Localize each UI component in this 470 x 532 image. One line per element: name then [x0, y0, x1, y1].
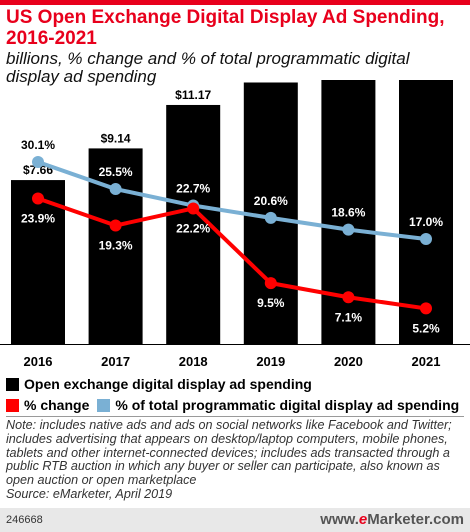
share-point-2016 [32, 156, 44, 169]
x-tick-label-2016: 2016 [24, 354, 53, 369]
accent-bar [0, 0, 470, 5]
x-tick-label-2019: 2019 [256, 354, 285, 369]
chart-title: US Open Exchange Digital Display Ad Spen… [6, 7, 445, 49]
change-point-2021 [420, 302, 432, 315]
share-point-2021 [420, 233, 432, 246]
change-label-2017: 19.3% [99, 239, 133, 253]
bar-value-label-2018: $11.17 [175, 88, 211, 102]
footer: 246668 www.eMarketer.com [0, 508, 470, 532]
legend-swatch-change [6, 398, 19, 412]
change-label-2018: 22.2% [176, 221, 210, 235]
share-label-2017: 25.5% [99, 165, 133, 179]
brand-logo: www.eMarketer.com [320, 511, 464, 528]
change-point-2017 [109, 219, 122, 232]
change-label-2019: 9.5% [257, 296, 285, 310]
legend-label-share: % of total programmatic digital display … [115, 397, 460, 413]
divider [6, 416, 464, 417]
change-point-2018 [187, 202, 200, 215]
legend-label-bars: Open exchange digital display ad spendin… [24, 376, 312, 392]
change-label-2016: 23.9% [21, 211, 55, 225]
change-point-2020 [342, 291, 355, 304]
note-text: Note: includes native ads and ads on soc… [6, 418, 452, 488]
share-point-2019 [264, 211, 277, 224]
change-point-2019 [264, 277, 277, 290]
chart-note: Note: includes native ads and ads on soc… [6, 418, 468, 502]
x-tick-label-2020: 2020 [334, 354, 363, 369]
change-point-2016 [32, 192, 44, 205]
chart-subtitle: billions, % change and % of total progra… [6, 49, 410, 86]
source-text: Source: eMarketer, April 2019 [6, 486, 173, 501]
change-label-2020: 7.1% [335, 310, 363, 324]
legend-swatch-share [97, 398, 111, 412]
share-label-2016: 30.1% [21, 138, 55, 152]
change-line [37, 196, 427, 311]
x-tick-label-2021: 2021 [412, 354, 441, 369]
x-tick-label-2017: 2017 [101, 354, 130, 369]
legend-label-change: % change [24, 397, 90, 413]
share-label-2020: 18.6% [331, 206, 365, 220]
bar-2021 [399, 80, 453, 345]
legend: Open exchange digital display ad spendin… [6, 376, 459, 413]
share-point-2020 [342, 223, 355, 236]
share-label-2021: 17.0% [409, 215, 443, 229]
share-line [37, 160, 427, 242]
legend-row-lines: % change % of total programmatic digital… [6, 397, 459, 413]
share-point-2017 [109, 183, 122, 196]
chart-area: $7.66$9.14$11.17$12.22$13.09$13.7730.1%2… [0, 80, 470, 369]
legend-row-bars: Open exchange digital display ad spendin… [6, 376, 459, 392]
share-label-2018: 22.7% [176, 182, 210, 196]
bar-value-label-2017: $9.14 [101, 131, 131, 145]
chart-id: 246668 [6, 514, 43, 526]
change-label-2021: 5.2% [412, 321, 440, 335]
x-tick-label-2018: 2018 [179, 354, 208, 369]
bar-2016 [11, 180, 65, 344]
legend-swatch-bars [6, 377, 19, 391]
share-label-2019: 20.6% [254, 194, 288, 208]
